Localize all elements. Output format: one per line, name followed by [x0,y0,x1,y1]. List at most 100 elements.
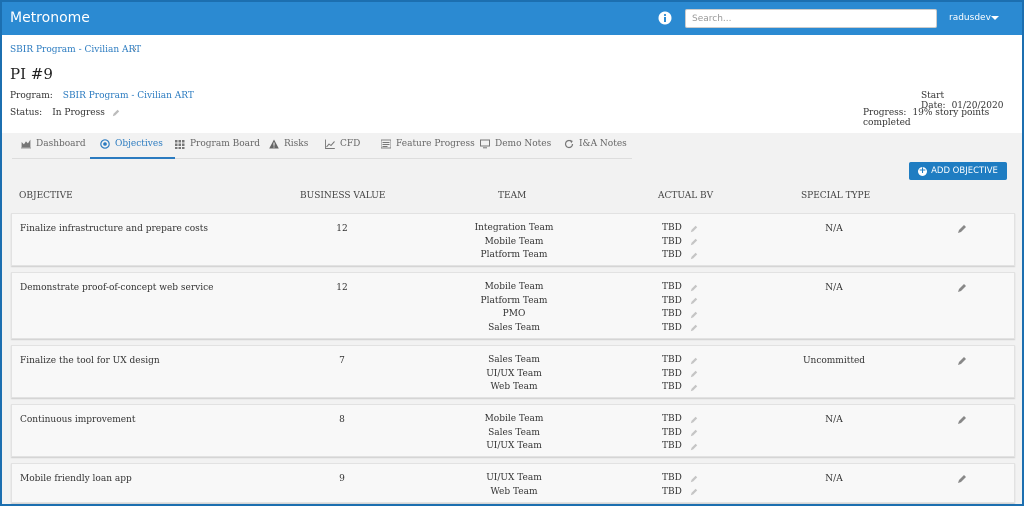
tab-ia-notes[interactable]: I&A Notes [564,139,627,149]
column-header-business-value[interactable]: BUSINESS VALUE [300,191,386,201]
objective-row[interactable]: Finalize the tool for UX design 7 Sales … [11,345,1015,398]
team-name: Integration Team [474,223,554,233]
business-value: 12 [336,283,348,293]
start-date-meta: Start Date: 01/20/2020 [921,91,1022,111]
tab-risks[interactable]: Risks [269,139,308,149]
column-header-team[interactable]: TEAM [498,191,527,201]
edit-pencil-icon[interactable] [957,474,967,484]
plus-circle-icon: + [918,165,928,176]
app-title[interactable]: Metronome [10,10,90,26]
team-name: Platform Team [480,295,548,306]
page-header: SBIR Program - Civilian ART › PI #9 Prog… [2,35,1022,133]
list-icon [381,139,391,149]
monitor-icon [480,139,490,149]
pencil-icon[interactable] [690,475,698,483]
user-menu[interactable]: radusdev [949,13,991,23]
actual-bv-value: TBD [662,382,682,392]
top-bar: Metronome radusdev [2,2,1022,35]
tab-label: Objectives [115,139,163,149]
pencil-icon[interactable] [690,443,698,451]
tab-label: Program Board [190,139,261,149]
pencil-icon[interactable] [112,109,120,117]
special-type: Uncommitted [802,356,866,366]
objective-name: Demonstrate proof-of-concept web service [20,283,214,293]
pencil-icon[interactable] [690,311,698,319]
business-value: 7 [339,356,345,366]
team-name: Mobile Team [484,282,544,292]
actual-bv-value: TBD [662,355,682,365]
edit-pencil-icon[interactable] [957,356,967,366]
info-icon[interactable] [658,11,672,25]
actual-bv-value: TBD [662,441,682,451]
pencil-icon[interactable] [690,370,698,378]
business-value: 9 [339,474,345,484]
pencil-icon[interactable] [690,488,698,496]
objective-name: Finalize infrastructure and prepare cost… [20,224,209,234]
actual-bv-value: TBD [662,368,682,379]
caret-down-icon[interactable] [991,16,999,20]
tab-label: CFD [340,139,361,149]
chart-area-icon [21,139,31,149]
grid-icon [175,140,185,149]
tab-feature-progress[interactable]: Feature Progress [381,139,475,149]
column-header-objective[interactable]: OBJECTIVE [19,191,73,201]
objective-row[interactable]: Demonstrate proof-of-concept web service… [11,272,1015,339]
add-objective-label: ADD OBJECTIVE [931,166,998,176]
pencil-icon[interactable] [690,416,698,424]
line-chart-icon [325,139,335,149]
objective-row[interactable]: Continuous improvement 8 Mobile Team Sal… [11,404,1015,457]
business-value: 12 [336,224,348,234]
pencil-icon[interactable] [690,284,698,292]
add-objective-button[interactable]: + ADD OBJECTIVE [909,162,1007,180]
breadcrumb-link[interactable]: SBIR Program - Civilian ART [10,45,142,55]
team-list: UI/UX Team Web Team [464,472,564,499]
pencil-icon[interactable] [690,297,698,305]
tab-label: Risks [284,139,309,149]
pencil-icon[interactable] [690,357,698,365]
actual-bv-value: TBD [662,486,682,497]
edit-pencil-icon[interactable] [957,283,967,293]
actual-bv-value: TBD [662,223,682,233]
progress-meta: Progress: 19% story points completed [863,108,1022,128]
program-link[interactable]: SBIR Program - Civilian ART [62,91,194,101]
team-name: Platform Team [480,250,548,260]
progress-value: 19% story points completed [863,108,990,128]
pencil-icon[interactable] [690,238,698,246]
tab-label: I&A Notes [579,139,627,149]
tab-label: Dashboard [36,139,86,149]
column-header-actual-bv[interactable]: ACTUAL BV [658,191,714,201]
pencil-icon[interactable] [690,429,698,437]
team-name: Mobile Team [484,236,544,247]
page-title: PI #9 [10,65,53,83]
column-header-special-type[interactable]: SPECIAL TYPE [801,191,871,201]
tab-dashboard[interactable]: Dashboard [21,139,86,149]
special-type: N/A [825,415,843,425]
search-input[interactable] [685,9,937,28]
objective-row[interactable]: Mobile friendly loan app 9 UI/UX Team We… [11,463,1015,503]
pencil-icon[interactable] [690,252,698,260]
tab-objectives[interactable]: Objectives [100,139,163,149]
actual-bv-value: TBD [662,236,682,247]
actual-bv-value: TBD [662,250,682,260]
tab-bar: Dashboard Objectives Program Board Risks… [12,133,632,159]
chevron-right-icon: › [133,45,137,55]
start-value: 01/20/2020 [951,101,1004,111]
tab-demo-notes[interactable]: Demo Notes [480,139,551,149]
edit-pencil-icon[interactable] [957,224,967,234]
team-list: Mobile Team Sales Team UI/UX Team [464,413,564,454]
team-name: UI/UX Team [486,473,542,483]
team-name: Sales Team [488,427,540,438]
status-label: Status: [10,108,43,118]
team-name: Mobile Team [484,414,544,424]
tab-program-board[interactable]: Program Board [175,139,260,149]
pencil-icon[interactable] [690,225,698,233]
status-meta: Status: In Progress [10,108,120,118]
edit-pencil-icon[interactable] [957,415,967,425]
pencil-icon[interactable] [690,324,698,332]
tab-cfd[interactable]: CFD [325,139,360,149]
objective-row[interactable]: Finalize infrastructure and prepare cost… [11,213,1015,266]
actual-bv-value: TBD [662,427,682,438]
actual-bv-list: TBD TBD TBD [662,354,712,395]
pencil-icon[interactable] [690,384,698,392]
